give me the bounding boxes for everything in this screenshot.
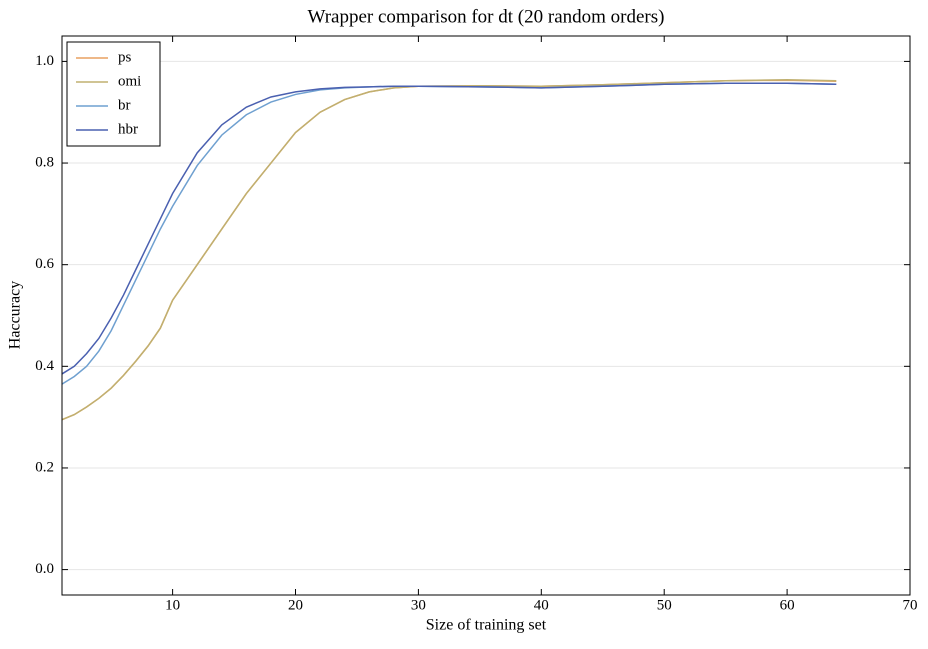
series-line <box>61 82 837 385</box>
series-line <box>61 82 837 375</box>
x-axis-label: Size of training set <box>426 617 547 634</box>
legend: ps omi br hbr <box>66 41 161 147</box>
y-tick-label: 0.4 <box>35 358 54 374</box>
x-tick-label: 50 <box>657 597 672 613</box>
y-axis-label: Haccuracy <box>7 281 24 349</box>
series-line <box>61 79 837 421</box>
legend-box <box>66 41 161 147</box>
x-tick-label: 40 <box>534 597 549 613</box>
y-tick-label: 0.0 <box>35 561 54 577</box>
y-tick-label: 0.6 <box>35 256 54 272</box>
series-line <box>61 78 837 421</box>
plot-frame <box>61 35 911 596</box>
chart-title: Wrapper comparison for dt (20 random ord… <box>308 6 665 27</box>
y-tick-label: 0.8 <box>35 154 54 170</box>
y-tick-label: 0.2 <box>35 459 54 475</box>
legend-label: ps <box>118 49 132 65</box>
x-tick-label: 30 <box>411 597 426 613</box>
legend-label: hbr <box>118 121 138 137</box>
legend-label: br <box>118 97 131 113</box>
x-tick-label: 10 <box>165 597 180 613</box>
y-tick-label: 1.0 <box>35 53 54 69</box>
x-tick-label: 60 <box>780 597 795 613</box>
x-tick-label: 20 <box>288 597 303 613</box>
x-tick-label: 70 <box>903 597 918 613</box>
legend-label: omi <box>118 73 141 89</box>
